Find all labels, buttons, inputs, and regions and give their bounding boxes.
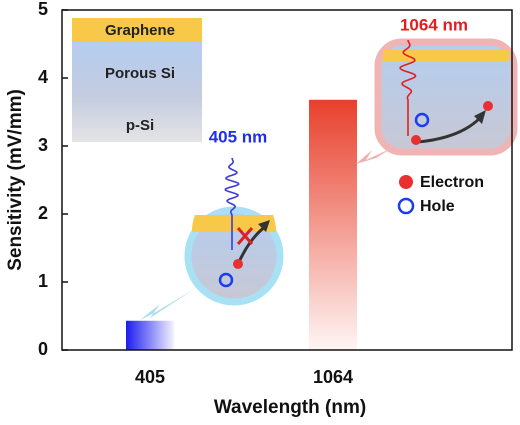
plot-frame: [61, 9, 513, 351]
bars: [126, 99, 357, 350]
wavelength-label: 405 nm: [209, 127, 268, 146]
y-tick-label: 3: [38, 135, 48, 155]
red-inset: 1064 nm Electron Hole: [356, 15, 518, 215]
y-tick-label: 1: [38, 271, 48, 291]
x-tick-label: 405: [135, 367, 165, 387]
x-axis-title: Wavelength (nm): [214, 397, 366, 418]
layer-label: Porous Si: [105, 65, 175, 82]
y-tick-label: 2: [38, 203, 48, 223]
blue-inset: 405 nm: [140, 127, 284, 320]
y-tick-label: 5: [38, 0, 48, 19]
wavelength-label: 1064 nm: [400, 15, 468, 34]
x-tick-label: 1064: [313, 367, 353, 387]
layer-label: Graphene: [105, 22, 175, 39]
y-tick-label: 0: [38, 339, 48, 359]
y-tick-label: 4: [38, 67, 48, 87]
bar: [309, 99, 357, 350]
layer-label: p-Si: [126, 117, 154, 134]
y-axis-title: Sensitivity (mV/mm): [5, 89, 26, 271]
legend-label: Hole: [420, 198, 455, 215]
layer-stack: Graphene Porous Si p-Si: [72, 18, 202, 142]
legend-label: Electron: [420, 174, 484, 191]
bar: [126, 320, 174, 350]
